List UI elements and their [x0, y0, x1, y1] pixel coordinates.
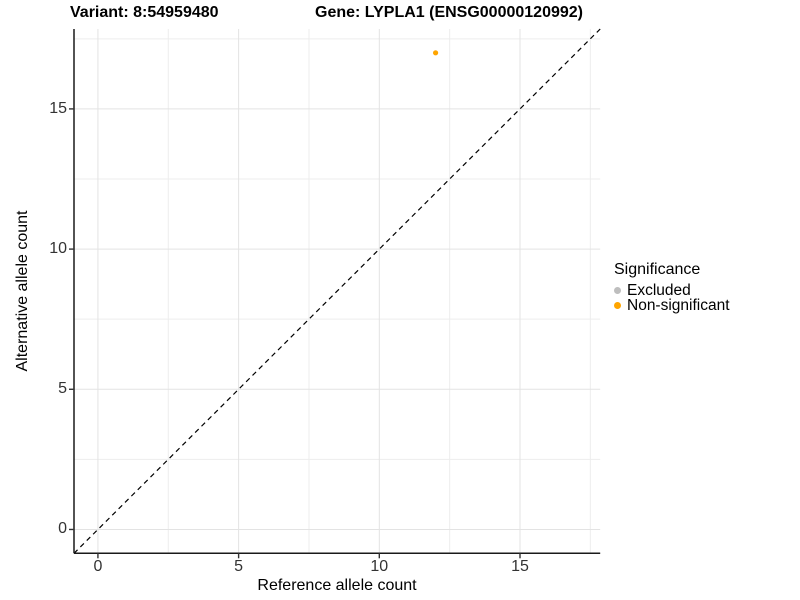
x-tick-label: 5: [234, 558, 244, 575]
legend-dot-non-significant-icon: [614, 302, 621, 309]
x-axis-title: Reference allele count: [257, 577, 417, 594]
x-tick-label: 0: [93, 558, 103, 575]
legend-item-non-significant: Non-significant: [614, 296, 798, 314]
legend-dot-excluded-icon: [614, 287, 621, 294]
x-tick-label: 15: [511, 558, 529, 575]
x-tick-label: 10: [370, 558, 389, 575]
plot-title-gene: Gene: LYPLA1 (ENSG00000120992): [315, 4, 583, 21]
identity-reference-line: [73, 28, 601, 554]
legend: Significance Excluded Non-significant: [614, 261, 798, 314]
y-tick-label: 0: [58, 520, 67, 538]
legend-label-excluded: Excluded: [627, 281, 691, 299]
legend-title: Significance: [614, 261, 701, 278]
legend-item-excluded: Excluded: [614, 281, 798, 299]
legend-label-non-significant: Non-significant: [627, 296, 730, 314]
y-tick-label: 10: [49, 240, 67, 258]
y-axis-title: Alternative allele count: [14, 210, 31, 372]
data-point: [432, 50, 439, 56]
plot-title-variant: Variant: 8:54959480: [70, 4, 219, 21]
y-tick-label: 5: [58, 380, 67, 398]
y-tick-label: 15: [49, 99, 67, 117]
